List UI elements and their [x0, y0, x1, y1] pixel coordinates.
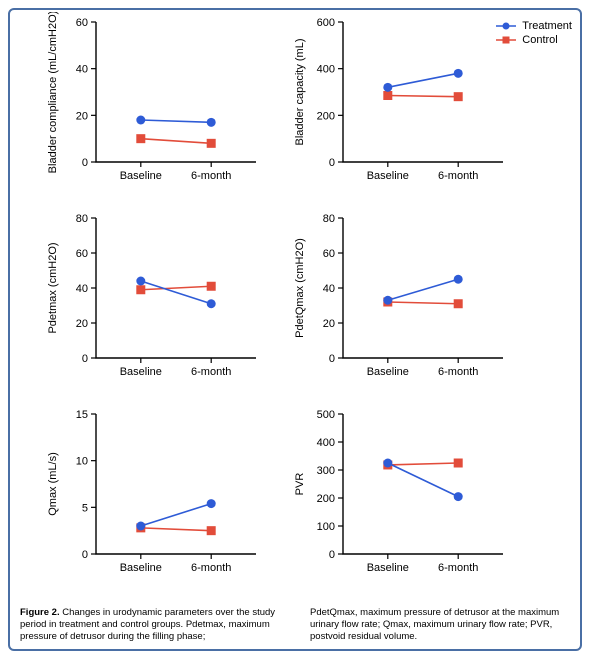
svg-text:0: 0 [82, 353, 88, 365]
svg-text:Bladder capacity (mL): Bladder capacity (mL) [294, 39, 306, 146]
svg-text:Pdetmax (cmH2O): Pdetmax (cmH2O) [47, 242, 59, 333]
svg-text:0: 0 [82, 157, 88, 169]
svg-text:0: 0 [329, 549, 335, 561]
svg-text:Bladder compliance (mL/cmH2O): Bladder compliance (mL/cmH2O) [47, 12, 59, 173]
svg-text:Baseline: Baseline [120, 170, 162, 182]
svg-text:100: 100 [317, 521, 335, 533]
svg-text:6-month: 6-month [438, 170, 478, 182]
svg-text:6-month: 6-month [191, 562, 231, 574]
svg-text:400: 400 [317, 64, 335, 76]
svg-text:6-month: 6-month [438, 562, 478, 574]
svg-text:80: 80 [76, 213, 88, 225]
svg-text:Baseline: Baseline [120, 562, 162, 574]
svg-text:20: 20 [76, 318, 88, 330]
chart-compliance: 0 20 40 60 Baseline 6-month Bladder compliance… [38, 12, 288, 202]
chart-pdetmax: 0 20 40 60 80 Baseline 6-month Pdetmax (cmH2O) [38, 208, 288, 398]
svg-text:40: 40 [76, 283, 88, 295]
legend-label: Control [522, 34, 557, 46]
svg-text:20: 20 [323, 318, 335, 330]
svg-text:80: 80 [323, 213, 335, 225]
circle-icon [496, 21, 516, 31]
caption-left: Figure 2. Changes in urodynamic paramete… [20, 607, 280, 643]
svg-text:200: 200 [317, 493, 335, 505]
figure-caption: Figure 2. Changes in urodynamic paramete… [20, 607, 570, 643]
svg-text:Baseline: Baseline [367, 562, 409, 574]
legend-item-control: Control [496, 34, 572, 46]
legend: Treatment Control [496, 20, 572, 48]
caption-figure-label: Figure 2. [20, 607, 60, 618]
svg-text:Baseline: Baseline [367, 366, 409, 378]
svg-text:40: 40 [76, 64, 88, 76]
figure-frame: 0 20 40 60 Baseline 6-month Bladder compliance… [8, 8, 582, 651]
svg-text:10: 10 [76, 456, 88, 468]
svg-text:5: 5 [82, 502, 88, 514]
svg-text:PdetQmax (cmH2O): PdetQmax (cmH2O) [294, 238, 306, 338]
chart-pdetqmax: 0 20 40 60 80 Baseline 6-month PdetQmax (cmH2O) [285, 208, 535, 398]
svg-text:Qmax (mL/s): Qmax (mL/s) [47, 452, 59, 516]
chart-pvr: 0 100 200 300 400 500 Baseline 6-month PVR [285, 404, 535, 594]
svg-text:400: 400 [317, 437, 335, 449]
svg-text:200: 200 [317, 110, 335, 122]
caption-right: PdetQmax, maximum pressure of detrusor a… [310, 607, 570, 643]
svg-text:0: 0 [329, 157, 335, 169]
svg-text:20: 20 [76, 110, 88, 122]
square-icon [496, 35, 516, 45]
svg-text:6-month: 6-month [191, 366, 231, 378]
svg-text:600: 600 [317, 17, 335, 29]
legend-label: Treatment [522, 20, 572, 32]
svg-text:60: 60 [76, 248, 88, 260]
svg-text:Baseline: Baseline [120, 366, 162, 378]
svg-text:6-month: 6-month [438, 366, 478, 378]
svg-text:PVR: PVR [294, 473, 306, 496]
legend-item-treatment: Treatment [496, 20, 572, 32]
svg-text:500: 500 [317, 409, 335, 421]
svg-text:15: 15 [76, 409, 88, 421]
svg-text:0: 0 [82, 549, 88, 561]
svg-text:40: 40 [323, 283, 335, 295]
svg-text:300: 300 [317, 465, 335, 477]
chart-qmax: 0 5 10 15 Baseline 6-month Qmax (mL/s) [38, 404, 288, 594]
svg-text:6-month: 6-month [191, 170, 231, 182]
svg-text:0: 0 [329, 353, 335, 365]
svg-text:60: 60 [76, 17, 88, 29]
svg-text:Baseline: Baseline [367, 170, 409, 182]
svg-text:60: 60 [323, 248, 335, 260]
charts-grid: 0 20 40 60 Baseline 6-month Bladder compliance… [10, 10, 580, 590]
